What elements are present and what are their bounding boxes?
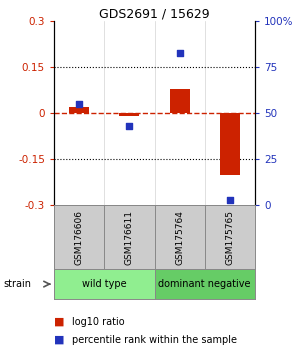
Point xyxy=(77,101,82,107)
Text: wild type: wild type xyxy=(82,279,127,289)
Bar xyxy=(54,269,154,299)
Point xyxy=(127,123,132,129)
Text: ■: ■ xyxy=(54,317,64,327)
Bar xyxy=(119,113,140,116)
Point xyxy=(227,197,232,202)
Bar xyxy=(54,205,104,269)
Text: GSM176606: GSM176606 xyxy=(75,210,84,265)
Text: GSM175764: GSM175764 xyxy=(175,210,184,265)
Text: GSM175765: GSM175765 xyxy=(225,210,234,265)
Bar xyxy=(69,107,89,113)
Bar xyxy=(154,269,255,299)
Text: log10 ratio: log10 ratio xyxy=(72,317,124,327)
Point xyxy=(177,50,182,55)
Bar xyxy=(220,113,240,175)
Text: ■: ■ xyxy=(54,335,64,345)
Bar xyxy=(169,89,190,113)
Text: GSM176611: GSM176611 xyxy=(125,210,134,265)
Text: percentile rank within the sample: percentile rank within the sample xyxy=(72,335,237,345)
Bar xyxy=(104,205,154,269)
Bar xyxy=(205,205,255,269)
Text: strain: strain xyxy=(3,279,31,289)
Title: GDS2691 / 15629: GDS2691 / 15629 xyxy=(99,7,210,20)
Text: dominant negative: dominant negative xyxy=(158,279,251,289)
Bar xyxy=(154,205,205,269)
